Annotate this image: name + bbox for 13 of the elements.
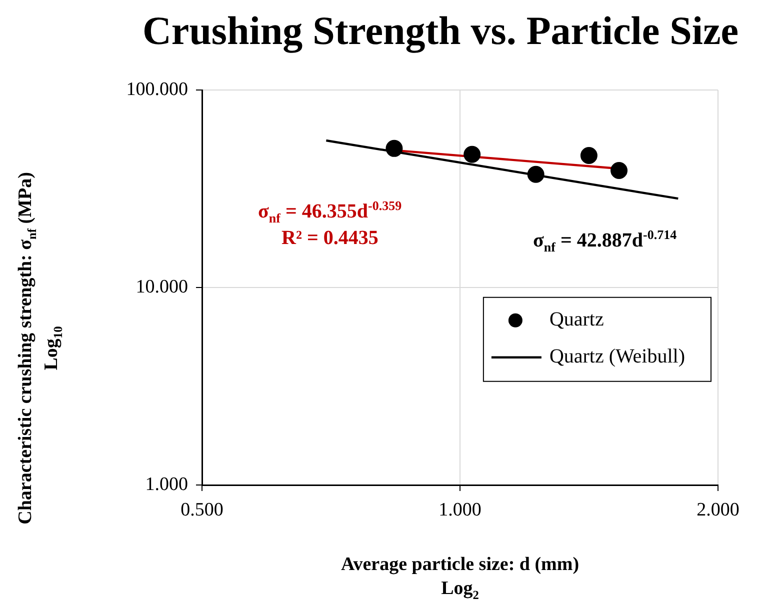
annotation: σ$_{nf}$ = 42.887d$^{-0.714}$	[533, 226, 677, 256]
x-tick-label: 0.500	[180, 499, 224, 520]
y-tick-label: 100.000	[126, 78, 188, 100]
annotation: R² = 0.4435	[282, 226, 378, 250]
x-axis-title: Average particle size: d (mm) Log$_{2}$	[340, 553, 580, 603]
annotation: σ$_{nf}$ = 46.355d$^{-0.359}$	[258, 198, 402, 226]
legend-label: Quartz	[549, 308, 604, 331]
x-tick-label: 1.000	[438, 499, 482, 520]
y-tick-label: 1.000	[145, 474, 188, 495]
legend-label: Quartz (Weibull)	[549, 346, 686, 368]
chart-title: Crushing Strength vs. Particle Size	[142, 7, 740, 55]
y-tick-label: 10.000	[136, 276, 188, 298]
x-tick-label: 2.000	[696, 499, 740, 520]
